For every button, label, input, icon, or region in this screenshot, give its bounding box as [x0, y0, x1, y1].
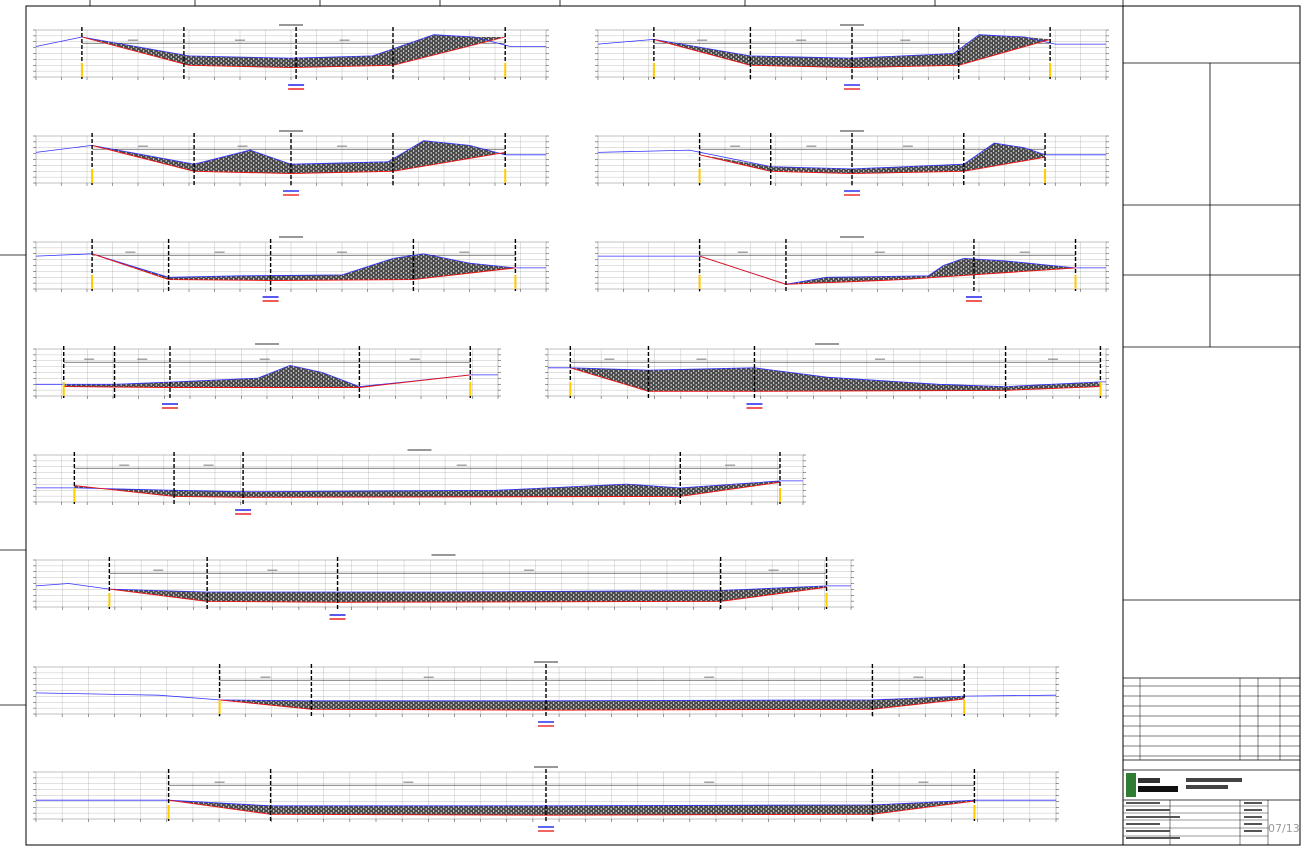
terrain-line — [35, 692, 1057, 702]
edge-marker — [825, 593, 828, 607]
edge-marker — [652, 63, 655, 77]
edge-marker — [698, 169, 701, 183]
edge-marker — [1074, 275, 1077, 289]
design-line — [91, 253, 516, 281]
cross-section — [595, 236, 1109, 302]
edge-marker — [504, 63, 507, 77]
earthwork-fill — [653, 34, 1051, 68]
project-title-mark — [1186, 778, 1242, 782]
earthwork-fill — [699, 143, 1045, 174]
edge-marker — [469, 382, 472, 396]
earthwork-fill — [168, 800, 975, 816]
earthwork-fill — [92, 253, 516, 281]
info-text-mark — [1126, 809, 1170, 811]
cross-section — [33, 130, 549, 196]
edge-marker — [108, 593, 111, 607]
edge-marker — [1049, 63, 1052, 77]
cross-section — [33, 661, 1059, 727]
design-line — [63, 374, 471, 388]
edge-marker — [91, 169, 94, 183]
cross-section — [33, 236, 549, 302]
earthwork-fill — [699, 256, 1076, 285]
edge-marker — [778, 488, 781, 502]
edge-marker — [167, 805, 170, 819]
design-line — [699, 255, 1076, 285]
edge-marker — [569, 382, 572, 396]
cross-section — [595, 24, 1109, 90]
terrain-line — [597, 34, 1106, 59]
edge-marker — [62, 382, 65, 396]
terrain-line — [35, 34, 546, 59]
info-text-mark — [1244, 802, 1262, 804]
logo-wordmark — [1138, 778, 1160, 783]
earthwork-fill — [81, 34, 506, 68]
title-block — [1122, 6, 1300, 846]
edge-marker — [698, 275, 701, 289]
edge-marker — [504, 169, 507, 183]
logo-wordmark — [1138, 786, 1178, 792]
edge-marker — [1044, 169, 1047, 183]
cross-section — [595, 130, 1109, 196]
cross-section — [33, 24, 549, 90]
info-text-mark — [1126, 823, 1160, 825]
design-line — [168, 799, 975, 816]
design-line — [81, 36, 506, 69]
terrain-line — [35, 253, 546, 278]
cross-section — [545, 343, 1109, 409]
outer-border — [25, 5, 1301, 846]
terrain-line — [35, 583, 851, 593]
edge-marker — [91, 275, 94, 289]
earthwork-fill — [92, 140, 506, 174]
design-line — [91, 144, 506, 175]
project-title-mark — [1186, 785, 1228, 789]
terrain-line — [35, 140, 546, 165]
cross-section — [33, 554, 854, 620]
info-text-mark — [1244, 816, 1262, 818]
edge-marker — [218, 700, 221, 714]
design-line — [219, 698, 965, 711]
info-text-mark — [1126, 816, 1180, 818]
earthwork-fill — [74, 480, 781, 498]
info-text-mark — [1126, 837, 1180, 839]
earthwork-fill — [219, 696, 965, 711]
design-line — [699, 154, 1046, 175]
edge-marker — [1099, 382, 1102, 396]
edge-marker — [73, 488, 76, 502]
edge-marker — [514, 275, 517, 289]
edge-marker — [963, 700, 966, 714]
sheet-number: 07/13 — [1268, 822, 1300, 835]
cross-section — [33, 766, 1059, 832]
design-line — [653, 38, 1051, 69]
info-text-mark — [1126, 802, 1160, 804]
earthwork-fill — [63, 365, 471, 388]
earthwork-fill — [570, 367, 1101, 392]
logo-icon — [1126, 773, 1136, 797]
cross-sections — [33, 24, 1109, 832]
info-text-mark — [1126, 830, 1170, 832]
cross-section — [33, 449, 806, 515]
terrain-line — [36, 480, 803, 493]
info-text-mark — [1244, 809, 1262, 811]
terrain-line — [548, 367, 1106, 388]
earthwork-fill — [109, 585, 827, 603]
info-text-mark — [1244, 830, 1262, 832]
cross-section — [33, 343, 501, 409]
info-text-mark — [1244, 823, 1262, 825]
edge-marker — [80, 63, 83, 77]
edge-marker — [973, 805, 976, 819]
